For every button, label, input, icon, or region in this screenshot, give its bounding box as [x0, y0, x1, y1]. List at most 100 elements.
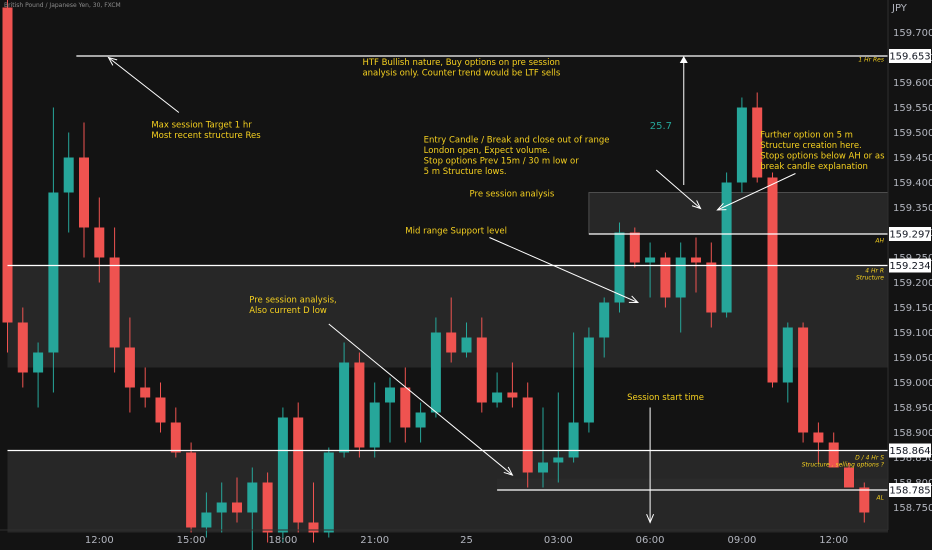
- candle[interactable]: [721, 172, 732, 318]
- candle[interactable]: [645, 242, 656, 298]
- candle[interactable]: [369, 382, 380, 458]
- candle-body[interactable]: [629, 232, 640, 263]
- candle-body[interactable]: [736, 107, 747, 183]
- candle[interactable]: [492, 372, 503, 408]
- candle-body[interactable]: [323, 452, 334, 533]
- candle[interactable]: [63, 132, 74, 233]
- candle-body[interactable]: [828, 442, 839, 468]
- candle-body[interactable]: [63, 157, 74, 193]
- candle-body[interactable]: [767, 177, 778, 383]
- candle-body[interactable]: [660, 257, 671, 298]
- candle-body[interactable]: [492, 392, 503, 403]
- candle[interactable]: [170, 407, 181, 458]
- candle-body[interactable]: [339, 362, 350, 453]
- candle[interactable]: [844, 462, 854, 488]
- candles-layer[interactable]: [2, 0, 870, 550]
- candle[interactable]: [736, 97, 747, 193]
- candle[interactable]: [568, 332, 579, 463]
- candle-body[interactable]: [599, 302, 610, 338]
- candle-body[interactable]: [79, 157, 89, 228]
- candle-body[interactable]: [124, 347, 135, 388]
- candle[interactable]: [583, 327, 594, 433]
- candle-body[interactable]: [216, 502, 227, 513]
- candle-body[interactable]: [568, 422, 579, 458]
- candle-body[interactable]: [48, 192, 59, 353]
- candle-body[interactable]: [262, 482, 273, 533]
- candle[interactable]: [553, 392, 564, 483]
- candle[interactable]: [155, 382, 166, 433]
- time-axis[interactable]: 12:00 15:00 18:00 21:00 25 03:00 06:00 09:00 12:…: [85, 535, 848, 546]
- candle[interactable]: [79, 122, 89, 258]
- candle[interactable]: [140, 367, 151, 408]
- candle[interactable]: [247, 467, 258, 550]
- candle[interactable]: [752, 92, 763, 183]
- candle[interactable]: [293, 402, 304, 533]
- candle-body[interactable]: [645, 257, 656, 263]
- candle-body[interactable]: [308, 522, 319, 533]
- candle[interactable]: [461, 322, 472, 358]
- candle-body[interactable]: [446, 332, 457, 353]
- candle[interactable]: [813, 422, 824, 463]
- candle[interactable]: [522, 382, 533, 488]
- candle-body[interactable]: [859, 487, 870, 513]
- candle-body[interactable]: [109, 257, 120, 348]
- candle-body[interactable]: [170, 422, 181, 453]
- candle[interactable]: [798, 322, 809, 443]
- candle[interactable]: [186, 442, 197, 533]
- candle-body[interactable]: [538, 462, 548, 473]
- candle[interactable]: [446, 297, 457, 363]
- candle[interactable]: [859, 482, 870, 523]
- candle-body[interactable]: [522, 397, 533, 473]
- candle[interactable]: [430, 317, 441, 418]
- candle-body[interactable]: [430, 332, 441, 413]
- candle[interactable]: [400, 367, 411, 443]
- candle-body[interactable]: [844, 467, 854, 488]
- candle-body[interactable]: [17, 322, 28, 373]
- candle[interactable]: [614, 222, 625, 313]
- candle[interactable]: [277, 407, 288, 543]
- candle[interactable]: [782, 322, 793, 403]
- candle[interactable]: [232, 477, 242, 523]
- candle-body[interactable]: [675, 257, 686, 298]
- candle[interactable]: [33, 342, 44, 408]
- candle[interactable]: [262, 472, 273, 543]
- candle-body[interactable]: [752, 107, 763, 178]
- candle[interactable]: [538, 407, 548, 488]
- candle-body[interactable]: [813, 432, 824, 443]
- candle-body[interactable]: [94, 227, 105, 258]
- candle[interactable]: [415, 402, 426, 443]
- candle-body[interactable]: [583, 337, 594, 423]
- candle[interactable]: [308, 482, 319, 543]
- candle-body[interactable]: [33, 352, 44, 373]
- candle[interactable]: [660, 252, 671, 308]
- candle[interactable]: [599, 297, 610, 358]
- candle-body[interactable]: [155, 397, 166, 423]
- candle-body[interactable]: [614, 232, 625, 303]
- candle[interactable]: [675, 242, 686, 333]
- candle-body[interactable]: [293, 417, 304, 523]
- candle[interactable]: [17, 307, 28, 388]
- candle[interactable]: [124, 317, 135, 413]
- candle-body[interactable]: [476, 337, 487, 403]
- candle-body[interactable]: [706, 262, 717, 313]
- candle[interactable]: [2, 0, 13, 353]
- candle[interactable]: [354, 352, 365, 458]
- candle-body[interactable]: [691, 257, 701, 263]
- candle[interactable]: [706, 242, 717, 328]
- candle-body[interactable]: [201, 512, 212, 528]
- candle[interactable]: [109, 227, 120, 373]
- candle-body[interactable]: [553, 457, 564, 463]
- candle-body[interactable]: [186, 452, 197, 528]
- candle-body[interactable]: [354, 362, 365, 448]
- candle[interactable]: [94, 197, 105, 283]
- candle-body[interactable]: [721, 182, 732, 313]
- candle[interactable]: [48, 107, 59, 393]
- candle-body[interactable]: [782, 327, 793, 383]
- candle-body[interactable]: [385, 387, 395, 403]
- candle[interactable]: [323, 447, 334, 538]
- candle[interactable]: [507, 362, 518, 408]
- candle-body[interactable]: [507, 392, 518, 398]
- candle-body[interactable]: [140, 387, 151, 398]
- candle-body[interactable]: [232, 502, 242, 513]
